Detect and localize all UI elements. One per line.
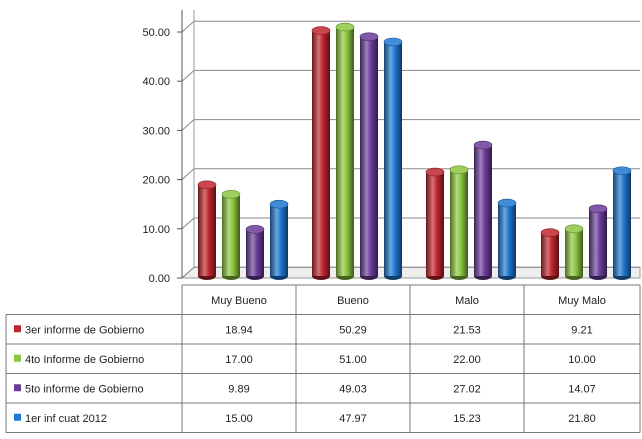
bar-body (541, 232, 559, 276)
gridline-depth (181, 168, 195, 180)
legend-swatch (14, 384, 21, 392)
table-value: 47.97 (339, 413, 367, 425)
bar-1-1 (335, 22, 355, 280)
gridline-depth (181, 266, 195, 279)
table-value: 27.02 (453, 383, 481, 395)
table-value: 9.89 (228, 383, 249, 395)
gridline-depth (181, 20, 195, 33)
bar-top (221, 190, 241, 199)
bar-top (588, 204, 608, 214)
table-value: 9.21 (571, 324, 592, 336)
y-tick-label: 30.00 (142, 125, 170, 137)
bar-top (311, 26, 331, 35)
bar-body (270, 204, 288, 276)
y-tick-label: 20.00 (142, 175, 170, 187)
table-value: 14.07 (568, 383, 596, 395)
y-tick-label: 10.00 (142, 224, 170, 236)
gridline-depth (181, 70, 195, 82)
gridline-depth (181, 217, 195, 230)
bar-body (198, 184, 216, 276)
bar-top (425, 167, 445, 177)
bar-top (564, 224, 584, 234)
bar-top (197, 180, 217, 190)
bar-top (540, 228, 560, 237)
bar-body (222, 194, 240, 276)
table-value: 15.23 (453, 413, 481, 425)
table-value: 22.00 (453, 354, 481, 366)
bar-top (269, 199, 289, 209)
legend-swatch (14, 325, 21, 333)
bar-body (426, 172, 444, 276)
bars (197, 22, 632, 280)
bar-body (336, 27, 354, 276)
table-value: 10.00 (568, 354, 596, 366)
bar-3-3 (612, 166, 632, 280)
table-header-category: Muy Malo (558, 295, 606, 307)
bar-2-0 (425, 167, 445, 280)
y-tick-label: 40.00 (142, 76, 170, 88)
bar-0-1 (221, 190, 241, 280)
y-axis: 0.00 10.00 20.00 30.00 40.00 50.00 (142, 10, 195, 285)
legend-swatch (14, 413, 21, 421)
bar-body (450, 169, 468, 276)
bar-top (359, 32, 379, 42)
table-header-category: Muy Bueno (211, 295, 267, 307)
bar-top (335, 22, 355, 32)
table-value: 15.00 (225, 413, 253, 425)
table-value: 50.29 (339, 324, 367, 336)
legend-series-name: 4to Informe de Gobierno (25, 354, 144, 366)
data-table: Muy Bueno Bueno Malo Muy Malo 3er informe de… (5, 284, 641, 433)
bar-body (498, 203, 516, 276)
legend-series-name: 1er inf cuat 2012 (25, 413, 107, 425)
table-value: 17.00 (225, 354, 253, 366)
bar-0-3 (269, 199, 289, 280)
bar-3-1 (564, 224, 584, 280)
bar-0-0 (197, 180, 217, 280)
bar-body (565, 228, 583, 276)
bar-top (497, 198, 517, 208)
bar-2-1 (449, 165, 469, 280)
y-tick-label: 0.00 (149, 273, 170, 285)
table-value: 18.94 (225, 324, 253, 336)
table-value: 51.00 (339, 354, 367, 366)
legend-swatch (14, 354, 21, 362)
bar-2-2 (473, 140, 493, 280)
table-header-category: Bueno (337, 295, 369, 307)
bar-0-2 (245, 225, 265, 280)
y-tick-label: 50.00 (142, 27, 170, 39)
bar-body (613, 170, 631, 276)
bar-body (384, 41, 402, 277)
table-value: 49.03 (339, 383, 367, 395)
bar-3-2 (588, 204, 608, 280)
bar-top (245, 225, 265, 234)
bar-body (474, 145, 492, 276)
legend-series-name: 5to informe de Gobierno (25, 383, 144, 395)
bar-2-3 (497, 198, 517, 280)
bar-body (312, 30, 330, 277)
bar-1-3 (383, 37, 403, 280)
bar-top (612, 166, 632, 176)
bar-top (473, 140, 493, 150)
bar-body (589, 208, 607, 276)
bar-3-0 (540, 228, 560, 280)
table-value: 21.53 (453, 324, 481, 336)
table-value: 21.80 (568, 413, 596, 425)
table-header-category: Malo (455, 295, 479, 307)
bar-top (383, 37, 403, 47)
bar-body (360, 36, 378, 276)
legend-series-name: 3er informe de Gobierno (25, 324, 144, 336)
bar-1-0 (311, 26, 331, 280)
bar-top (449, 165, 469, 175)
bar-body (246, 229, 264, 276)
bar-1-2 (359, 32, 379, 280)
gridline-depth (181, 119, 195, 131)
